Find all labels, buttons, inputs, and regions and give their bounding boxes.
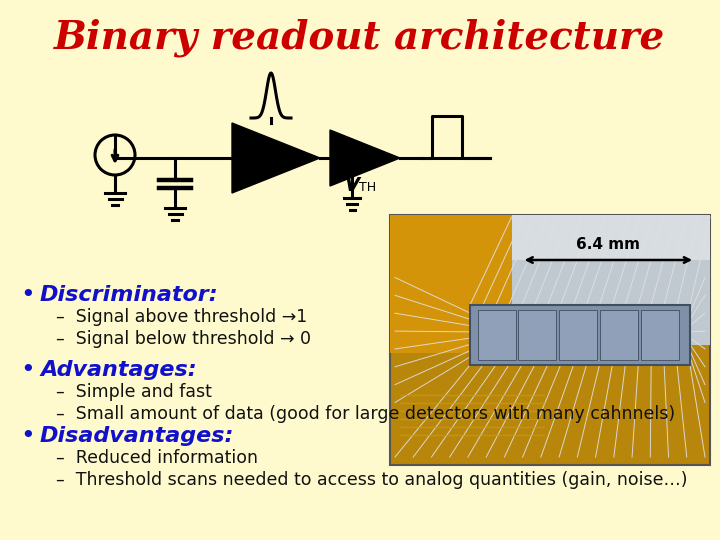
Bar — [559, 310, 597, 360]
Text: Discriminator:: Discriminator: — [40, 285, 219, 305]
Bar — [512, 215, 710, 260]
Text: Advantages:: Advantages: — [40, 360, 197, 380]
Text: –  Simple and fast: – Simple and fast — [56, 383, 212, 401]
Bar — [390, 215, 534, 353]
Text: •: • — [20, 358, 35, 382]
Bar — [600, 310, 638, 360]
Text: –  Reduced information: – Reduced information — [56, 449, 258, 467]
Bar — [641, 310, 679, 360]
Text: –  Small amount of data (good for large detectors with many cahnnels): – Small amount of data (good for large d… — [56, 405, 675, 423]
Polygon shape — [330, 130, 400, 186]
Text: 6.4 mm: 6.4 mm — [576, 237, 640, 252]
Text: V: V — [345, 176, 360, 195]
Text: Disadvantages:: Disadvantages: — [40, 426, 235, 446]
Polygon shape — [232, 123, 320, 193]
Text: Binary readout architecture: Binary readout architecture — [55, 19, 665, 57]
Text: •: • — [20, 283, 35, 307]
Text: –  Signal above threshold →1: – Signal above threshold →1 — [56, 308, 307, 326]
Bar — [512, 215, 710, 345]
Bar — [518, 310, 556, 360]
Text: TH: TH — [359, 181, 376, 194]
Text: –  Signal below threshold → 0: – Signal below threshold → 0 — [56, 330, 311, 348]
Text: •: • — [20, 424, 35, 448]
Bar — [470, 305, 690, 365]
Bar — [390, 215, 710, 465]
Text: –  Threshold scans needed to access to analog quantities (gain, noise…): – Threshold scans needed to access to an… — [56, 471, 688, 489]
Bar — [478, 310, 516, 360]
